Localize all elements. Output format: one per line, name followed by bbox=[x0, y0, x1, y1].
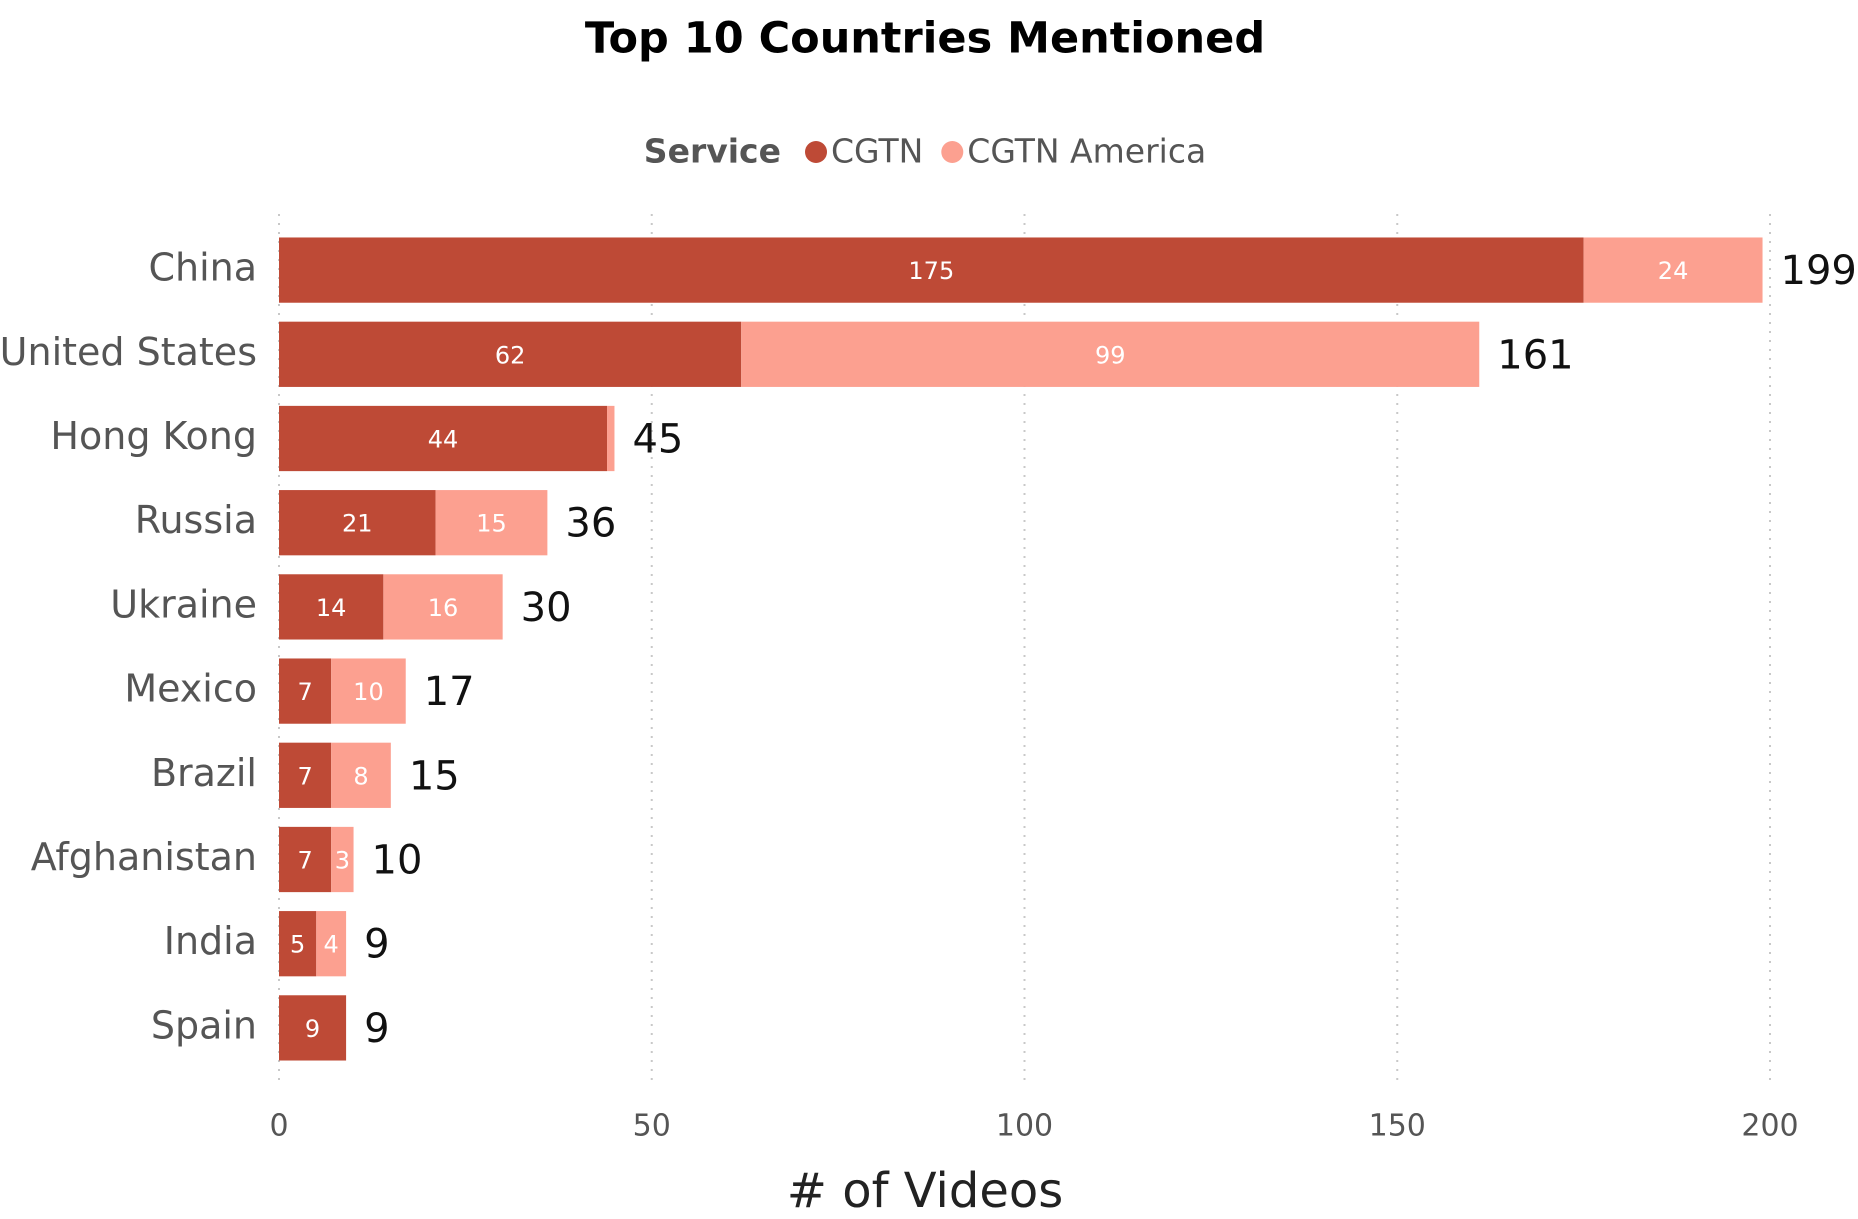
y-tick-label: China bbox=[148, 246, 257, 290]
bar-segment bbox=[1583, 237, 1763, 303]
y-tick-label: Afghanistan bbox=[31, 835, 257, 879]
bar-segment bbox=[279, 995, 347, 1061]
bar-segment bbox=[279, 490, 436, 556]
bar-value-label: 24 bbox=[1658, 257, 1689, 285]
x-tick-label: 0 bbox=[269, 1109, 288, 1144]
bar-segment bbox=[279, 574, 384, 640]
x-tick-label: 150 bbox=[1369, 1109, 1426, 1144]
bar-segment bbox=[435, 490, 548, 556]
total-label: 36 bbox=[565, 501, 616, 547]
bar-value-label: 15 bbox=[476, 510, 507, 538]
bar-value-label: 9 bbox=[305, 1015, 320, 1043]
bar-value-label: 8 bbox=[353, 762, 368, 790]
y-tick-label: Hong Kong bbox=[50, 414, 257, 458]
bar-segment bbox=[741, 321, 1480, 387]
y-tick-label: Mexico bbox=[124, 667, 257, 711]
bar-segment bbox=[279, 658, 332, 724]
bar-value-label: 175 bbox=[908, 257, 954, 285]
total-label: 17 bbox=[424, 669, 475, 715]
bar-segment bbox=[279, 405, 608, 472]
y-tick-label: Brazil bbox=[151, 751, 257, 795]
bar-segment bbox=[279, 911, 317, 977]
total-label: 15 bbox=[409, 753, 460, 799]
legend: Service CGTN CGTN America bbox=[644, 132, 1206, 171]
bar-value-label: 62 bbox=[495, 341, 526, 369]
bar-segment bbox=[607, 405, 615, 472]
total-label: 161 bbox=[1497, 332, 1573, 378]
bar-value-label: 16 bbox=[428, 594, 459, 622]
legend-title: Service bbox=[644, 132, 781, 171]
y-tick-label: India bbox=[164, 919, 257, 963]
bar-segment bbox=[279, 321, 742, 387]
bar-value-label: 21 bbox=[342, 510, 373, 538]
y-tick-label: Russia bbox=[135, 498, 257, 542]
bar-value-label: 7 bbox=[297, 847, 312, 875]
legend-marker bbox=[805, 141, 828, 163]
legend-label: CGTN America bbox=[967, 132, 1206, 171]
bar-value-label: 99 bbox=[1095, 341, 1126, 369]
bar-segment bbox=[331, 742, 391, 808]
bar-value-label: 7 bbox=[297, 762, 312, 790]
total-label: 10 bbox=[372, 838, 423, 884]
bar-segment bbox=[383, 574, 503, 640]
total-label: 9 bbox=[364, 1006, 389, 1052]
total-label: 30 bbox=[521, 585, 572, 631]
bar-segment bbox=[331, 658, 406, 724]
x-tick-label: 50 bbox=[633, 1109, 671, 1144]
bar-segment bbox=[279, 742, 332, 808]
chart-title: Top 10 Countries Mentioned bbox=[585, 14, 1265, 64]
bar-segment bbox=[331, 826, 354, 893]
bar-value-label: 10 bbox=[353, 678, 384, 706]
bar-value-label: 3 bbox=[335, 847, 350, 875]
bar-segment bbox=[316, 911, 347, 977]
x-axis-title: # of Videos bbox=[787, 1163, 1064, 1219]
x-tick-label: 200 bbox=[1741, 1109, 1798, 1144]
legend-marker bbox=[941, 141, 964, 163]
bar-segment bbox=[279, 826, 332, 893]
bar-value-label: 5 bbox=[290, 931, 305, 959]
total-label: 9 bbox=[364, 922, 389, 968]
bar-segment bbox=[279, 237, 1584, 303]
bar-value-label: 44 bbox=[428, 426, 459, 454]
y-tick-label: Spain bbox=[151, 1003, 257, 1047]
bar-value-label: 4 bbox=[324, 931, 339, 959]
legend-label: CGTN bbox=[831, 132, 923, 171]
y-tick-label: United States bbox=[0, 330, 257, 374]
bar-value-label: 14 bbox=[316, 594, 347, 622]
total-label: 199 bbox=[1781, 248, 1857, 294]
total-label: 45 bbox=[632, 417, 683, 463]
bar-value-label: 7 bbox=[297, 678, 312, 706]
x-tick-label: 100 bbox=[996, 1109, 1053, 1144]
y-tick-label: Ukraine bbox=[110, 582, 257, 626]
